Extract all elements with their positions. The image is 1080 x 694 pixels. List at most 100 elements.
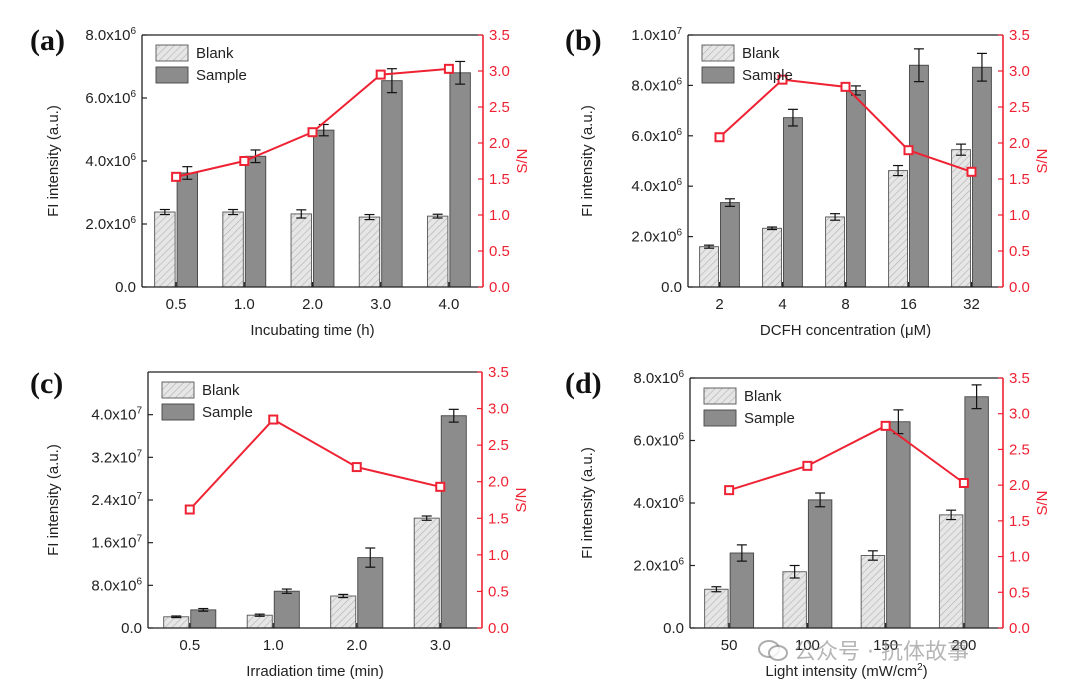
x-tick-label: 16: [900, 296, 917, 313]
x-tick-label: 32: [963, 296, 980, 313]
y2-tick-label: 0.5: [488, 583, 509, 600]
sn-point: [171, 171, 182, 182]
sn-line: [728, 424, 965, 492]
sample-bar: [720, 202, 740, 288]
x-axis-title: Irradiation time (min): [246, 663, 384, 680]
blank-bar: [290, 213, 312, 288]
blank-bar: [888, 170, 908, 288]
sn-line: [189, 418, 441, 511]
y2-tick-label: 3.0: [1009, 406, 1030, 423]
y2-tick-label: 1.5: [1009, 171, 1030, 188]
y-tick-label: 4.0x107: [91, 406, 142, 424]
legend-swatch-sample: [703, 409, 737, 427]
y2-tick-label: 2.0: [489, 135, 510, 152]
sample-bar: [807, 499, 833, 629]
sn-point: [777, 74, 788, 85]
legend-label-blank: Blank: [744, 388, 782, 405]
y-tick-label: 8.0x106: [631, 76, 682, 94]
legend-label-sample: Sample: [202, 404, 253, 421]
sample-bar: [964, 396, 989, 629]
y2-tick-label: 2.0: [488, 474, 509, 491]
x-tick-label: 3.0: [430, 637, 451, 654]
x-axis-title: Light intensity (mW/cm2): [765, 662, 927, 680]
y2-tick-label: 1.5: [488, 510, 509, 527]
x-tick-label: 2.0: [346, 637, 367, 654]
blank-bar: [163, 616, 190, 629]
blank-bar: [330, 595, 357, 629]
y-tick-label: 0.0: [115, 279, 136, 296]
blank-bar: [938, 514, 964, 629]
y2-tick-label: 3.5: [489, 27, 510, 44]
legend-swatch-blank: [161, 381, 195, 399]
panel-a: (a) 0.0 2.0x106 4.0x106 6.0x106 8.0x106 0.0 0.5…: [30, 24, 531, 339]
y2-tick-label: 3.0: [488, 401, 509, 418]
x-tick-label: 8: [841, 296, 849, 313]
y2-tick-label: 1.0: [1009, 207, 1030, 224]
sn-point: [307, 127, 318, 138]
y2-tick-label: 3.5: [1009, 370, 1030, 387]
x-axis-title: DCFH concentration (μM): [760, 322, 931, 339]
blank-bar: [860, 555, 886, 629]
sn-point: [880, 420, 891, 431]
y-tick-label: 0.0: [121, 620, 142, 637]
sn-point: [435, 481, 446, 492]
y2-axis-title: S/N: [1034, 148, 1051, 173]
y-tick-label: 8.0x106: [633, 369, 684, 387]
panel-label: (c): [30, 367, 63, 400]
watermark-text: 公众号 · 抗体故事: [794, 640, 969, 665]
sn-point: [239, 156, 250, 166]
legend-swatch-blank: [701, 44, 735, 62]
blank-bar: [699, 246, 719, 288]
y2-tick-label: 2.5: [488, 437, 509, 454]
sample-bar: [190, 609, 217, 629]
sample-bar: [440, 415, 467, 629]
sample-bar: [357, 557, 384, 629]
sample-bar: [972, 66, 992, 288]
y2-tick-label: 2.0: [1009, 135, 1030, 152]
sample-bar: [783, 117, 803, 288]
x-tick-label: 3.0: [370, 296, 391, 313]
y2-axis-title: S/N: [1034, 490, 1051, 515]
sample-bar: [381, 80, 403, 288]
panel-label: (d): [565, 367, 602, 400]
y-tick-label: 4.0x106: [85, 152, 136, 170]
blank-bar: [222, 211, 244, 288]
x-tick-label: 0.5: [166, 296, 187, 313]
y2-tick-label: 3.0: [489, 63, 510, 80]
x-tick-label: 2: [715, 296, 723, 313]
blank-bar: [246, 614, 273, 629]
panel-d: (d) 0.0 2.0x106 4.0x106 6.0x106 8.0x106 0.0 0.5…: [565, 367, 1051, 680]
legend-swatch-blank: [703, 387, 737, 405]
sample-bar: [886, 421, 911, 629]
blank-bar: [358, 216, 381, 288]
blank-bar: [426, 215, 449, 288]
y2-tick-label: 0.5: [1009, 243, 1030, 260]
sample-bar: [176, 172, 199, 288]
legend-swatch-sample: [161, 403, 195, 421]
blank-bar: [782, 571, 807, 629]
y-tick-label: 4.0x106: [633, 494, 684, 512]
y-axis-title: FI intensity (a.u.): [579, 447, 596, 559]
x-tick-label: 4.0: [438, 296, 459, 313]
y-tick-label: 0.0: [661, 279, 682, 296]
y2-tick-label: 2.5: [1009, 441, 1030, 458]
sample-bar: [244, 155, 267, 288]
y-axis-title: FI intensity (a.u.): [579, 105, 596, 217]
y2-tick-label: 0.0: [488, 620, 509, 637]
y-tick-label: 6.0x106: [85, 89, 136, 107]
x-tick-label: 2.0: [302, 296, 323, 313]
x-axis-title: Incubating time (h): [250, 322, 374, 339]
sn-point: [724, 485, 735, 496]
x-tick-label: 0.5: [179, 637, 200, 654]
legend-label-sample: Sample: [196, 67, 247, 84]
sn-line: [718, 78, 972, 173]
y-tick-label: 2.0x106: [633, 557, 684, 575]
y2-tick-label: 0.0: [1009, 620, 1030, 637]
sample-bar: [846, 89, 866, 288]
blank-bar: [825, 216, 845, 288]
sn-point: [714, 132, 725, 143]
y-axis-title: FI intensity (a.u.): [45, 444, 62, 556]
sn-point: [958, 478, 969, 488]
y2-tick-label: 2.5: [489, 99, 510, 116]
